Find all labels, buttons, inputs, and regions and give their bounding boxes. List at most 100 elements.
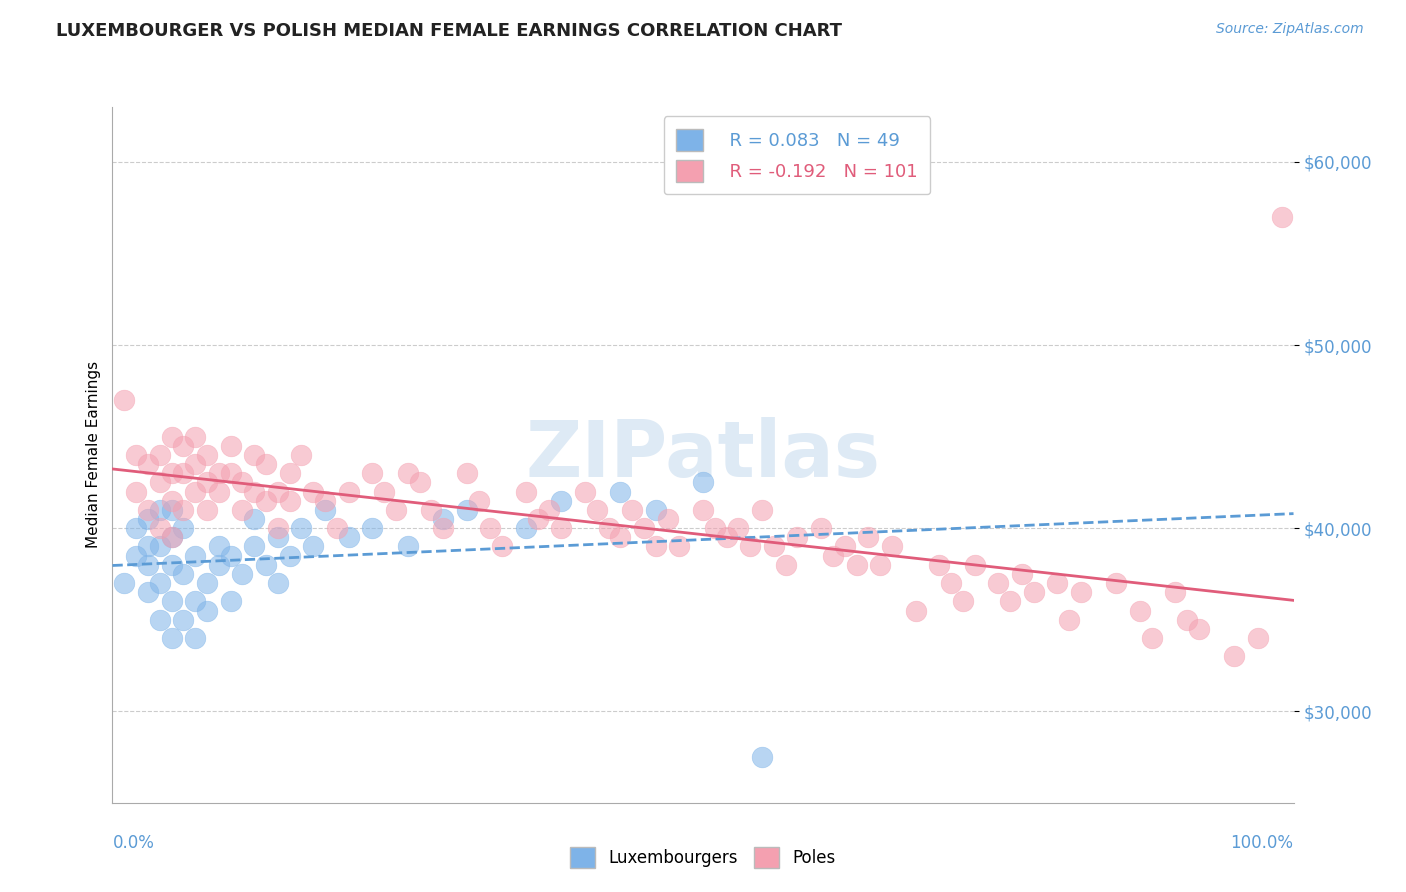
Point [373, 484, 395, 499]
Point [149, 576, 172, 591]
Point [904, 603, 927, 617]
Point [361, 467, 384, 481]
Point [821, 549, 844, 563]
Point [987, 576, 1010, 591]
Point [692, 475, 714, 490]
Point [621, 503, 644, 517]
Point [112, 576, 135, 591]
Point [963, 558, 986, 572]
Point [716, 530, 738, 544]
Point [125, 448, 148, 462]
Point [644, 503, 666, 517]
Point [337, 530, 360, 544]
Point [1175, 613, 1198, 627]
Point [136, 503, 159, 517]
Point [267, 576, 290, 591]
Point [1223, 649, 1246, 664]
Point [396, 540, 419, 554]
Point [125, 549, 148, 563]
Point [834, 540, 856, 554]
Point [254, 493, 277, 508]
Point [149, 503, 172, 517]
Point [160, 631, 183, 645]
Point [267, 521, 290, 535]
Point [160, 530, 183, 544]
Point [243, 448, 266, 462]
Point [172, 503, 194, 517]
Point [869, 558, 891, 572]
Point [184, 631, 207, 645]
Point [231, 503, 253, 517]
Point [657, 512, 679, 526]
Point [208, 558, 231, 572]
Point [208, 467, 231, 481]
Point [515, 484, 537, 499]
Point [515, 521, 537, 535]
Text: 0.0%: 0.0% [112, 834, 155, 852]
Point [278, 467, 301, 481]
Point [1271, 210, 1294, 224]
Point [1247, 631, 1270, 645]
Point [160, 594, 183, 608]
Point [195, 576, 218, 591]
Point [184, 549, 207, 563]
Point [112, 392, 135, 407]
Point [928, 558, 950, 572]
Y-axis label: Median Female Earnings: Median Female Earnings [86, 361, 101, 549]
Point [160, 429, 183, 443]
Point [160, 558, 183, 572]
Point [1070, 585, 1092, 599]
Point [740, 540, 762, 554]
Point [751, 750, 773, 764]
Point [609, 530, 631, 544]
Point [1105, 576, 1128, 591]
Point [1164, 585, 1187, 599]
Point [491, 540, 513, 554]
Point [208, 540, 231, 554]
Point [456, 503, 478, 517]
Point [243, 512, 266, 526]
Point [136, 558, 159, 572]
Point [858, 530, 880, 544]
Point [136, 512, 159, 526]
Point [149, 521, 172, 535]
Point [432, 521, 454, 535]
Point [939, 576, 962, 591]
Point [810, 521, 832, 535]
Point [432, 512, 454, 526]
Point [278, 549, 301, 563]
Point [703, 521, 725, 535]
Point [574, 484, 596, 499]
Point [751, 503, 773, 517]
Point [254, 457, 277, 471]
Text: 100.0%: 100.0% [1230, 834, 1294, 852]
Point [998, 594, 1021, 608]
Point [692, 503, 714, 517]
Point [952, 594, 974, 608]
Point [845, 558, 868, 572]
Point [219, 467, 242, 481]
Point [550, 493, 572, 508]
Text: Source: ZipAtlas.com: Source: ZipAtlas.com [1216, 22, 1364, 37]
Point [195, 448, 218, 462]
Point [775, 558, 797, 572]
Point [195, 503, 218, 517]
Point [149, 475, 172, 490]
Point [231, 566, 253, 581]
Point [1022, 585, 1045, 599]
Point [314, 503, 336, 517]
Point [160, 467, 183, 481]
Point [290, 521, 312, 535]
Point [290, 448, 312, 462]
Point [1057, 613, 1080, 627]
Point [219, 549, 242, 563]
Point [278, 493, 301, 508]
Point [195, 603, 218, 617]
Point [219, 594, 242, 608]
Point [408, 475, 430, 490]
Point [302, 484, 325, 499]
Point [337, 484, 360, 499]
Point [396, 467, 419, 481]
Point [1046, 576, 1069, 591]
Point [456, 467, 478, 481]
